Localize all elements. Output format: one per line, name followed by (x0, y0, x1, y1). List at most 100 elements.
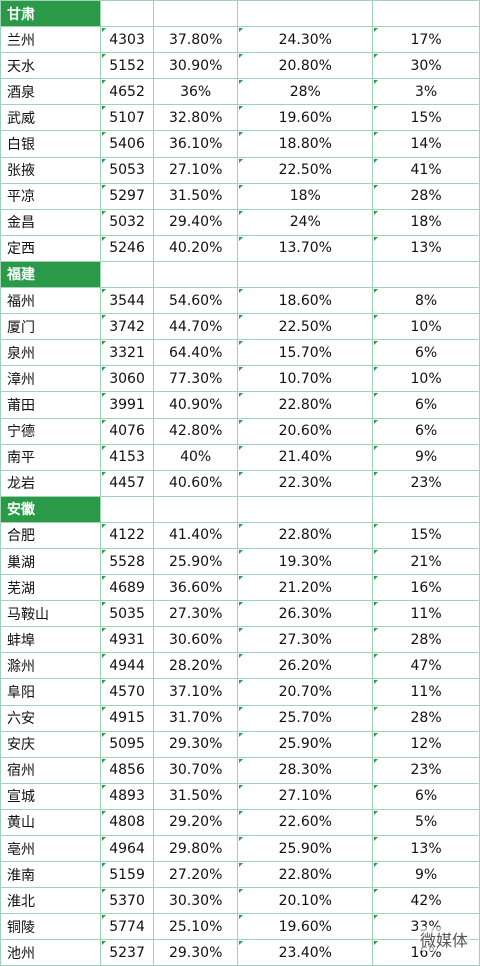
table-row: 泉州 3321 64.40% 15.70% 6% (0, 339, 480, 367)
value-cell: 4931 (100, 626, 154, 654)
table-row: 漳州 3060 77.30% 10.70% 10% (0, 365, 480, 393)
percent-a-cell: 44.70% (152, 313, 239, 341)
percent-b-cell: 24.30% (237, 26, 374, 54)
value-cell: 3991 (100, 391, 154, 419)
value-cell: 4652 (100, 78, 154, 106)
percent-b-cell: 21.40% (237, 443, 374, 471)
table-row: 天水 5152 30.90% 20.80% 30% (0, 52, 480, 80)
value-cell: 5159 (100, 861, 154, 889)
percent-b-cell: 25.90% (237, 834, 374, 863)
percent-a-cell: 28.20% (152, 652, 239, 680)
percent-c-cell: 15% (372, 104, 480, 132)
percent-a-cell: 29.30% (152, 730, 239, 758)
value-cell: 4808 (100, 808, 154, 837)
percent-c-cell: 23% (372, 469, 480, 497)
percent-b-cell: 22.80% (237, 521, 374, 549)
table-row: 宿州 4856 30.70% 28.30% 23% (0, 756, 480, 784)
table-row: 蚌埠 4931 30.60% 27.30% 28% (0, 626, 480, 654)
percent-c-cell: 8% (372, 287, 480, 315)
value-cell: 5053 (100, 156, 154, 184)
city-cell: 天水 (0, 52, 102, 80)
table-row: 厦门 3742 44.70% 22.50% 10% (0, 313, 480, 341)
percent-a-cell: 29.30% (152, 939, 239, 966)
table-row: 芜湖 4689 36.60% 21.20% 16% (0, 574, 480, 602)
percent-a-cell: 42.80% (152, 417, 239, 445)
percent-a-cell: 27.20% (152, 861, 239, 889)
percent-a-cell: 25.10% (152, 913, 239, 941)
percent-a-cell: 30.30% (152, 887, 239, 915)
table-row: 张掖 5053 27.10% 22.50% 41% (0, 156, 480, 184)
value-cell: 5406 (100, 130, 154, 158)
percent-b-cell: 25.70% (237, 704, 374, 732)
percent-c-cell: 47% (372, 652, 480, 680)
value-cell: 4570 (100, 678, 154, 706)
table-row: 六安 4915 31.70% 25.70% 28% (0, 704, 480, 732)
percent-c-cell: 6% (372, 339, 480, 367)
empty-cell (372, 260, 480, 289)
percent-a-cell: 30.70% (152, 756, 239, 784)
city-cell: 酒泉 (0, 78, 102, 106)
value-cell: 4893 (100, 782, 154, 810)
percent-c-cell: 41% (372, 156, 480, 184)
value-cell: 4689 (100, 574, 154, 602)
percent-a-cell: 77.30% (152, 365, 239, 393)
value-cell: 4915 (100, 704, 154, 732)
percent-b-cell: 24% (237, 208, 374, 236)
province-name: 甘肃 (0, 0, 102, 28)
percent-c-cell: 12% (372, 730, 480, 758)
table-row: 淮南 5159 27.20% 22.80% 9% (0, 861, 480, 889)
table-row: 兰州 4303 37.80% 24.30% 17% (0, 26, 480, 54)
percent-c-cell: 28% (372, 182, 480, 210)
percent-b-cell: 10.70% (237, 365, 374, 393)
table-row: 滁州 4944 28.20% 26.20% 47% (0, 652, 480, 680)
percent-b-cell: 20.60% (237, 417, 374, 445)
percent-c-cell: 11% (372, 678, 480, 706)
empty-cell (152, 0, 239, 28)
value-cell: 4153 (100, 443, 154, 471)
percent-b-cell: 23.40% (237, 939, 374, 966)
table-row: 莆田 3991 40.90% 22.80% 6% (0, 391, 480, 419)
city-cell: 张掖 (0, 156, 102, 184)
city-cell: 黄山 (0, 808, 102, 837)
percent-c-cell: 11% (372, 600, 480, 628)
value-cell: 4856 (100, 756, 154, 784)
table-row: 马鞍山 5035 27.30% 26.30% 11% (0, 600, 480, 628)
empty-cell (237, 260, 374, 289)
percent-b-cell: 26.30% (237, 600, 374, 628)
percent-a-cell: 40% (152, 443, 239, 471)
percent-b-cell: 22.60% (237, 808, 374, 837)
percent-a-cell: 30.90% (152, 52, 239, 80)
percent-c-cell: 28% (372, 704, 480, 732)
value-cell: 4944 (100, 652, 154, 680)
percent-c-cell: 5% (372, 808, 480, 837)
value-cell: 5528 (100, 547, 154, 576)
percent-a-cell: 41.40% (152, 521, 239, 549)
city-cell: 兰州 (0, 26, 102, 54)
percent-c-cell: 6% (372, 417, 480, 445)
value-cell: 5297 (100, 182, 154, 210)
percent-b-cell: 20.70% (237, 678, 374, 706)
table-row: 福州 3544 54.60% 18.60% 8% (0, 287, 480, 315)
table-row: 宁德 4076 42.80% 20.60% 6% (0, 417, 480, 445)
value-cell: 5370 (100, 887, 154, 915)
percent-a-cell: 25.90% (152, 547, 239, 576)
percent-a-cell: 36.10% (152, 130, 239, 158)
percent-b-cell: 22.50% (237, 156, 374, 184)
percent-b-cell: 18.80% (237, 130, 374, 158)
value-cell: 4964 (100, 834, 154, 863)
percent-a-cell: 36% (152, 78, 239, 106)
province-name: 安徽 (0, 495, 102, 523)
empty-cell (152, 495, 239, 523)
percent-c-cell: 17% (372, 26, 480, 54)
table-row: 平凉 5297 31.50% 18% 28% (0, 182, 480, 210)
value-cell: 5246 (100, 234, 154, 262)
percent-c-cell: 10% (372, 365, 480, 393)
city-cell: 漳州 (0, 365, 102, 393)
percent-a-cell: 40.20% (152, 234, 239, 262)
city-cell: 厦门 (0, 313, 102, 341)
table-row: 池州 5237 29.30% 23.40% 16% (0, 939, 480, 966)
city-cell: 合肥 (0, 521, 102, 549)
